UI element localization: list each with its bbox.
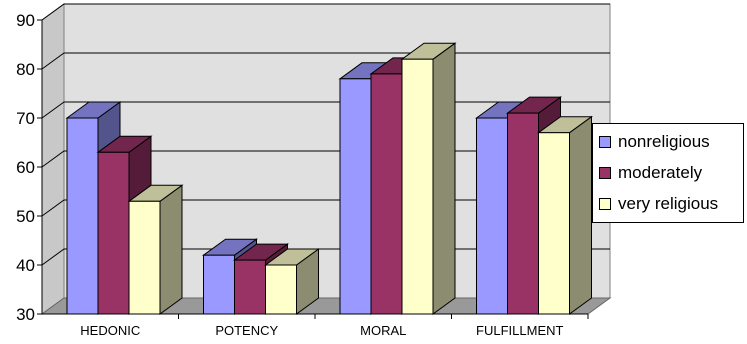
bar [400,42,457,315]
legend-label: nonreligious [618,132,710,151]
x-tick-label: MORAL [360,323,406,338]
bar-front [370,73,403,315]
y-tick-label: 60 [16,158,35,177]
bar-front [128,200,161,315]
y-tick-label: 90 [16,11,35,30]
bar-front [538,132,570,315]
y-tick-label: 80 [16,60,35,79]
x-tick-label: FULFILLMENT [476,323,563,338]
bar-front [66,117,99,315]
bar [263,248,321,315]
y-tick-label: 40 [16,256,35,275]
y-tick-labels: 30 40 50 60 70 80 90 [16,11,35,324]
legend-item-nonreligious: nonreligious [599,131,710,153]
bar-front [339,78,372,315]
bar [127,184,184,315]
x-tick-label: POTENCY [215,323,278,338]
bar-front [234,259,266,315]
y-tick-label: 30 [16,305,35,324]
bar-front [401,58,434,315]
gridline [41,3,610,21]
legend-swatch-very-religious [599,198,611,210]
bar-side [159,184,183,315]
bar [536,115,594,315]
bar-side [569,115,592,315]
legend-label: very religious [618,194,719,213]
x-tick-label: HEDONIC [80,323,140,338]
bar-side [432,42,456,315]
legend-swatch-moderately [599,167,611,179]
bars [65,42,594,315]
bar-front [476,117,508,315]
legend-item-very-religious: very religious [599,193,718,215]
legend-swatch-nonreligious [599,136,611,148]
y-tick-label: 50 [16,207,35,226]
bar-front [203,254,235,315]
bar-front [97,151,130,315]
legend-label: moderately [618,163,703,182]
bar-front [507,112,539,315]
legend-item-moderately: moderately [599,162,702,184]
y-tick-label: 70 [16,109,35,128]
legend: nonreligious moderately very religious [592,123,744,223]
bar-front [265,264,297,315]
x-tick-labels: HEDONIC POTENCY MORAL FULFILLMENT [80,323,563,338]
